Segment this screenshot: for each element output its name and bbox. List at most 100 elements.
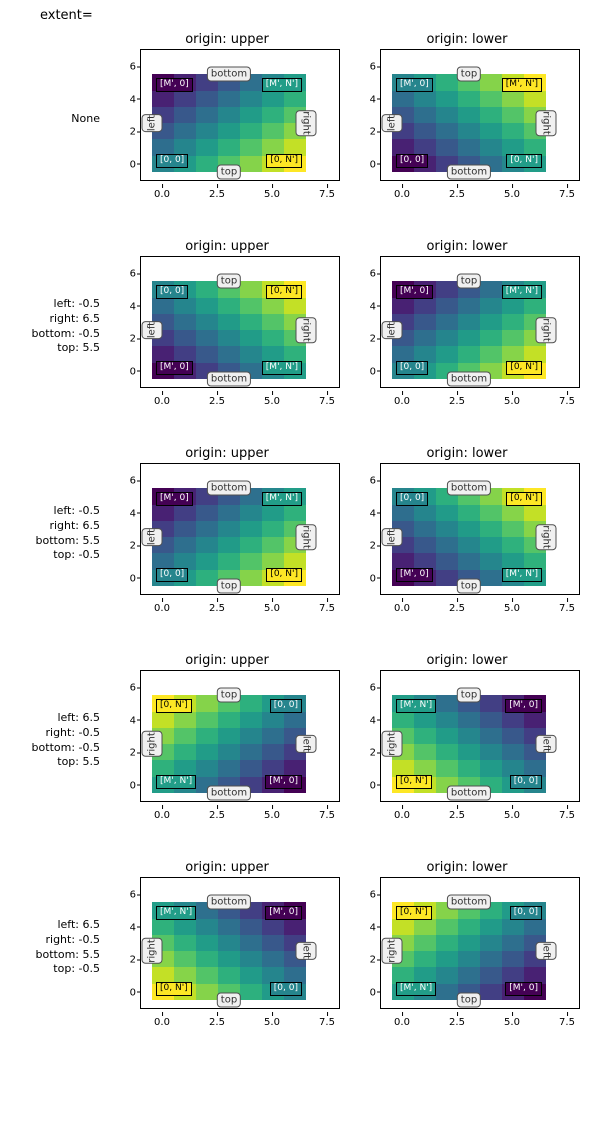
- xtick-label: 2.5: [209, 396, 225, 407]
- ytick-label: 4: [114, 922, 136, 933]
- corner-label-oo: [0, 0]: [270, 699, 302, 713]
- ytick-label: 2: [354, 334, 376, 345]
- edge-label-top: top: [217, 688, 241, 703]
- y-axis-ticks: 0 2 4 6: [114, 879, 138, 1009]
- ytick-label: 2: [354, 127, 376, 138]
- corner-label-mo: [M', 0]: [156, 361, 193, 375]
- panel-title: origin: lower: [354, 653, 580, 668]
- edge-label-left: right: [382, 731, 403, 757]
- subplot-panel: origin: upper[M', 0][M', N'][0, 0][0, N'…: [114, 32, 340, 207]
- axes-box: [M', N'][M', 0][0, N'][0, 0]bottomtoprig…: [114, 877, 340, 1035]
- edge-label-right: right: [296, 110, 317, 136]
- edge-label-bottom: bottom: [447, 785, 491, 800]
- subplot-panel: origin: upper[M', 0][M', N'][0, 0][0, N'…: [114, 446, 340, 621]
- corner-label-mo: [M', 0]: [505, 982, 542, 996]
- x-axis-ticks: 0.02.55.07.5: [380, 804, 578, 828]
- ytick-label: 2: [114, 748, 136, 759]
- y-axis-ticks: 0246: [354, 879, 378, 1009]
- corner-label-on: [0, N']: [506, 361, 542, 375]
- xtick-label: 7.5: [319, 1017, 335, 1028]
- subplot-row: left: -0.5 right: 6.5 bottom: -0.5 top: …: [0, 239, 600, 414]
- ytick-label: 0: [114, 987, 136, 998]
- plot-area: [0, 0][0, N'][M', 0][M', N']bottomtoplef…: [380, 463, 580, 595]
- edge-label-bottom: top: [217, 992, 241, 1007]
- edge-label-right: left: [296, 942, 317, 960]
- panel-title: origin: upper: [114, 653, 340, 668]
- xtick-label: 7.5: [559, 1017, 575, 1028]
- corner-label-mn: [M', N']: [502, 568, 542, 582]
- x-axis-ticks: 0.02.55.07.5: [380, 390, 578, 414]
- row-label: left: 6.5 right: -0.5 bottom: -0.5 top: …: [6, 711, 100, 770]
- edge-label-bottom: bottom: [207, 785, 251, 800]
- edge-label-top: bottom: [447, 481, 491, 496]
- xtick-label: 5.0: [504, 603, 520, 614]
- x-axis-ticks: 0.02.55.07.5: [140, 183, 338, 207]
- edge-label-bottom: top: [217, 164, 241, 179]
- subplot-panel: origin: lower[M', 0][M', N'][0, 0][0, N'…: [354, 239, 580, 414]
- axes-box: [M', 0][M', N'][0, 0][0, N']topbottomlef…: [354, 256, 580, 414]
- corner-label-mn: [M', N']: [502, 285, 542, 299]
- plot-area: [M', N'][M', 0][0, N'][0, 0]bottomtoprig…: [140, 877, 340, 1009]
- subplot-panel: origin: lower[M', N'][M', 0][0, N'][0, 0…: [354, 653, 580, 828]
- ytick-label: 6: [114, 890, 136, 901]
- edge-label-bottom: bottom: [447, 164, 491, 179]
- edge-label-top: bottom: [447, 895, 491, 910]
- xtick-label: 5.0: [264, 1017, 280, 1028]
- plot-area: [0, N'][0, 0][M', N'][M', 0]bottomtoprig…: [380, 877, 580, 1009]
- ytick-label: 2: [354, 748, 376, 759]
- edge-label-left: right: [382, 938, 403, 964]
- xtick-label: 0.0: [154, 1017, 170, 1028]
- ytick-label: 4: [114, 715, 136, 726]
- panel-title: origin: upper: [114, 860, 340, 875]
- corner-label-on: [0, N']: [396, 906, 432, 920]
- xtick-label: 7.5: [559, 189, 575, 200]
- y-axis-ticks: 0246: [114, 258, 138, 388]
- subplot-row: left: 6.5 right: -0.5 bottom: -0.5 top: …: [0, 653, 600, 828]
- xtick-label: 0.0: [154, 810, 170, 821]
- ytick-label: 2: [114, 955, 136, 966]
- axes-box: [0, 0][0, N'][M', 0][M', N']bottomtoplef…: [354, 463, 580, 621]
- y-axis-ticks: 0246: [354, 258, 378, 388]
- edge-label-top: top: [457, 688, 481, 703]
- axes-box: [M', 0][M', N'][0, 0][0, N']bottomtoplef…: [114, 49, 340, 207]
- figure-label: extent=: [40, 8, 93, 23]
- ytick-label: 2: [354, 541, 376, 552]
- corner-label-oo: [0, 0]: [396, 154, 428, 168]
- corner-label-mo: [M', 0]: [505, 699, 542, 713]
- subplot-panel: origin: upper [M', N'][M', 0][0, N'][0, 0…: [114, 860, 340, 1035]
- subplot-panel: origin: lower[0, N'][0, 0][M', N'][M', 0…: [354, 860, 580, 1035]
- ytick-label: 4: [354, 301, 376, 312]
- ytick-label: 6: [354, 62, 376, 73]
- edge-label-left: right: [142, 731, 163, 757]
- corner-label-mn: [M', N']: [396, 982, 436, 996]
- corner-label-oo: [0, 0]: [156, 154, 188, 168]
- xtick-label: 5.0: [504, 810, 520, 821]
- xtick-label: 2.5: [209, 603, 225, 614]
- corner-label-mn: [M', N']: [502, 78, 542, 92]
- ytick-label: 0: [114, 780, 136, 791]
- corner-label-on: [0, N']: [396, 775, 432, 789]
- subplot-row: Noneorigin: upper[M', 0][M', N'][0, 0][0…: [0, 32, 600, 207]
- subplot-row: left: -0.5 right: 6.5 bottom: 5.5 top: -…: [0, 446, 600, 621]
- subplot-panel: origin: lower[M', 0][M', N'][0, 0][0, N'…: [354, 32, 580, 207]
- edge-label-bottom: top: [217, 578, 241, 593]
- xtick-label: 2.5: [209, 1017, 225, 1028]
- xtick-label: 5.0: [264, 189, 280, 200]
- ytick-label: 0: [114, 159, 136, 170]
- x-axis-ticks: 0.02.55.07.5: [380, 597, 578, 621]
- axes-box: [0, N'][0, 0][M', N'][M', 0]topbottomrig…: [114, 670, 340, 828]
- xtick-label: 0.0: [394, 810, 410, 821]
- corner-label-on: [0, N']: [156, 699, 192, 713]
- corner-label-on: [0, N']: [506, 492, 542, 506]
- edge-label-top: top: [457, 67, 481, 82]
- axes-box: [0, 0][0, N'][M', 0][M', N']topbottomlef…: [114, 256, 340, 414]
- corner-label-mn: [M', N']: [262, 361, 302, 375]
- ytick-label: 4: [354, 715, 376, 726]
- row-label: left: -0.5 right: 6.5 bottom: -0.5 top: …: [6, 297, 100, 356]
- ytick-label: 4: [354, 922, 376, 933]
- edge-label-left: left: [382, 528, 403, 546]
- xtick-label: 2.5: [449, 810, 465, 821]
- xtick-label: 2.5: [449, 396, 465, 407]
- edge-label-right: left: [536, 735, 557, 753]
- corner-label-mo: [M', 0]: [396, 285, 433, 299]
